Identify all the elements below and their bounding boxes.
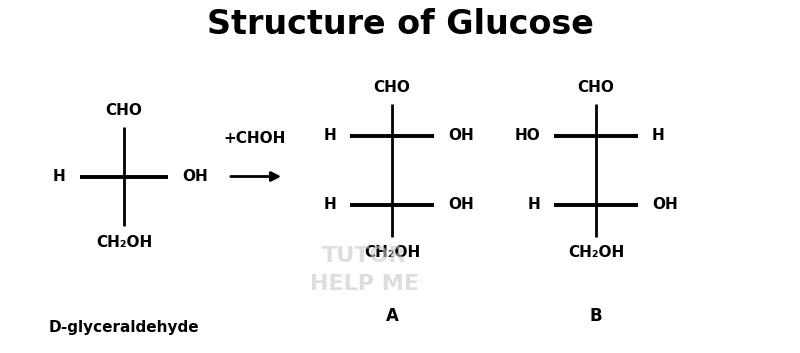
Text: CHO: CHO bbox=[106, 103, 142, 118]
Text: CHO: CHO bbox=[578, 80, 614, 95]
Text: HO: HO bbox=[514, 128, 540, 143]
Text: +CHOH: +CHOH bbox=[223, 132, 286, 146]
Text: TUTOR: TUTOR bbox=[322, 246, 406, 266]
Text: OH: OH bbox=[448, 128, 474, 143]
Text: D-glyceraldehyde: D-glyceraldehyde bbox=[49, 321, 199, 335]
Text: OH: OH bbox=[448, 197, 474, 212]
Text: A: A bbox=[386, 307, 398, 325]
Text: CH₂OH: CH₂OH bbox=[568, 245, 624, 260]
Text: B: B bbox=[590, 307, 602, 325]
Text: Structure of Glucose: Structure of Glucose bbox=[206, 8, 594, 41]
Text: CH₂OH: CH₂OH bbox=[364, 245, 420, 260]
Text: H: H bbox=[53, 169, 66, 184]
Text: HELP ME: HELP ME bbox=[310, 274, 418, 294]
Text: OH: OH bbox=[652, 197, 678, 212]
Text: H: H bbox=[652, 128, 665, 143]
Text: CHO: CHO bbox=[374, 80, 410, 95]
Text: H: H bbox=[527, 197, 540, 212]
Text: H: H bbox=[323, 197, 336, 212]
Text: OH: OH bbox=[182, 169, 208, 184]
Text: H: H bbox=[323, 128, 336, 143]
Text: CH₂OH: CH₂OH bbox=[96, 235, 152, 250]
